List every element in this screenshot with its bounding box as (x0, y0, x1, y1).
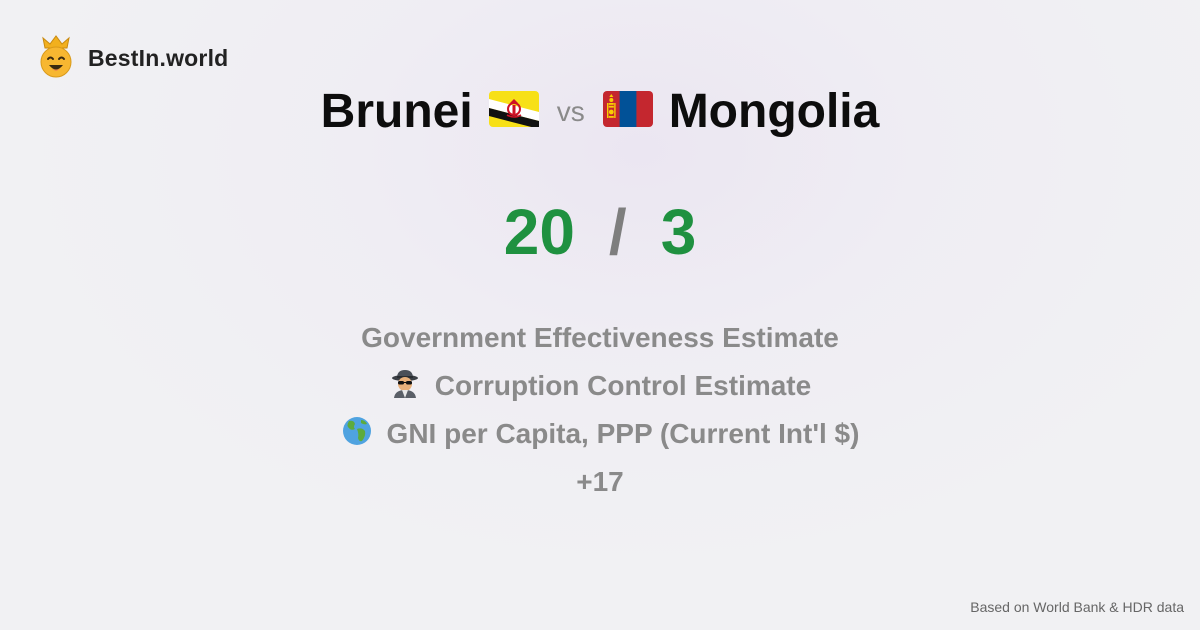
spy-icon (389, 367, 421, 406)
comparison-title: Brunei vs Mongolia (0, 84, 1200, 139)
score: 20 / 3 (0, 195, 1200, 269)
more-metrics-count: +17 (576, 466, 624, 497)
metric-item: GNI per Capita, PPP (Current Int'l $) (341, 410, 860, 458)
crown-smiley-icon (38, 34, 74, 83)
score-separator: / (608, 196, 627, 268)
right-score: 3 (660, 196, 697, 268)
metric-label: Government Effectiveness Estimate (361, 322, 839, 353)
data-source-note: Based on World Bank & HDR data (970, 599, 1184, 615)
globe-icon (341, 415, 373, 454)
left-country-name: Brunei (320, 85, 473, 138)
brunei-flag-icon (488, 91, 539, 132)
brand-name: BestIn.world (88, 45, 229, 71)
metrics-list: Government Effectiveness Estimate Corrup… (0, 314, 1200, 506)
metric-label: GNI per Capita, PPP (Current Int'l $) (386, 418, 860, 449)
metric-item: Corruption Control Estimate (389, 362, 811, 410)
left-score: 20 (503, 196, 575, 268)
right-country-name: Mongolia (668, 85, 880, 138)
metric-item: Government Effectiveness Estimate (361, 314, 839, 362)
brand[interactable]: BestIn.world (38, 34, 228, 83)
metric-label: Corruption Control Estimate (434, 370, 812, 401)
mongolia-flag-icon (602, 91, 653, 132)
vs-label: vs (556, 95, 585, 127)
